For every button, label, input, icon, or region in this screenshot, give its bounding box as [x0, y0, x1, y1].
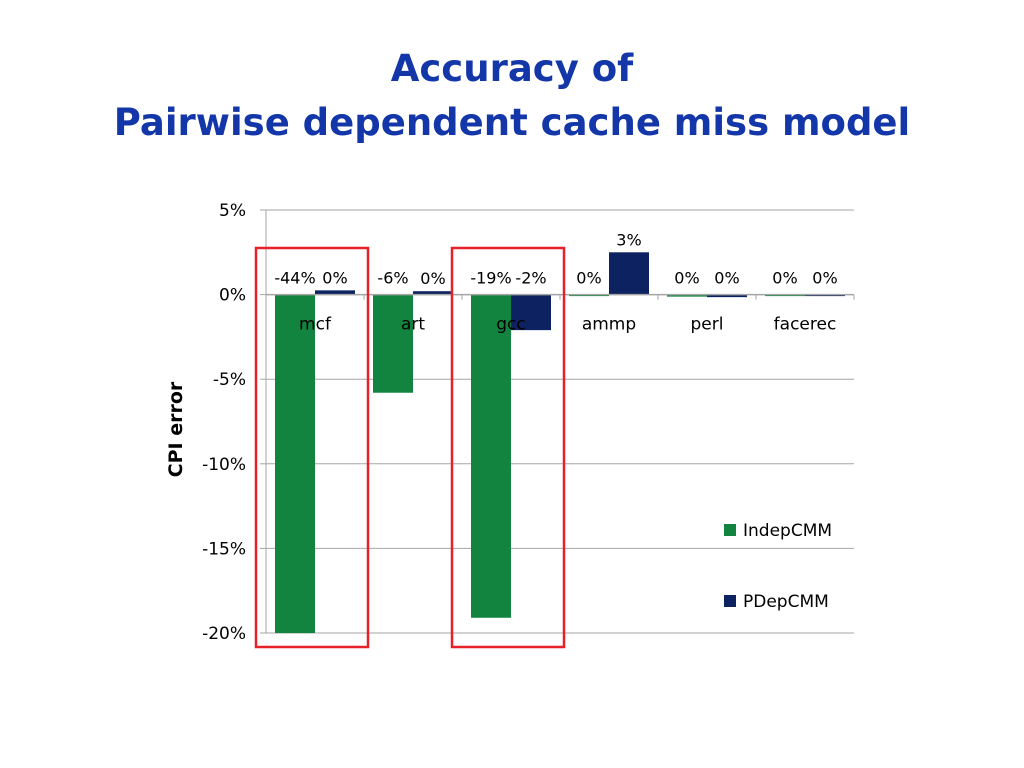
category-label-ammp: ammp	[582, 315, 636, 335]
data-label: 0%	[420, 269, 445, 288]
data-label: 0%	[322, 268, 347, 287]
highlight-box-mcf	[254, 246, 370, 649]
category-label-facerec: facerec	[774, 315, 837, 335]
y-tick-label: -5%	[213, 370, 246, 390]
bar-indepcmm-mcf	[275, 294, 315, 633]
data-label: 3%	[616, 230, 641, 249]
highlight-boxes	[254, 246, 566, 649]
data-label: 0%	[772, 269, 797, 288]
y-tick-label: -20%	[202, 624, 246, 644]
legend-swatch-pdepcmm	[724, 595, 736, 607]
y-axis-title: CPI error	[165, 381, 187, 477]
legend-label-pdepcmm: PDepCMM	[743, 592, 829, 612]
bar-indepcmm-gcc	[471, 294, 511, 618]
y-tick-label: -10%	[202, 455, 246, 475]
bar-pdepcmm-gcc	[511, 294, 551, 331]
y-tick-label: -15%	[202, 539, 246, 559]
bar-indepcmm-art	[373, 294, 413, 393]
legend-swatch-indepcmm	[724, 524, 736, 536]
y-tick-label: 5%	[219, 201, 246, 221]
bar-pdepcmm-art	[413, 291, 453, 295]
title-line-1: Accuracy of	[390, 47, 634, 90]
data-label: 0%	[674, 269, 699, 288]
bar-indepcmm-perl	[667, 294, 707, 297]
data-label: 0%	[714, 269, 739, 288]
data-label: 0%	[812, 269, 837, 288]
category-label-art: art	[401, 315, 425, 335]
bar-pdepcmm-mcf	[315, 290, 355, 295]
legend-label-indepcmm: IndepCMM	[743, 521, 832, 541]
category-label-gcc: gcc	[496, 315, 525, 335]
data-label: -2%	[515, 269, 546, 288]
bars	[275, 252, 845, 633]
legend: IndepCMM PDepCMM	[724, 521, 832, 612]
category-label-mcf: mcf	[299, 315, 332, 335]
data-label: -19%	[470, 269, 511, 288]
data-label: -44%	[274, 269, 315, 288]
labels: 5% 0% -5% -10% -15% -20% -44% 0% mcf -6% 0% art -19%…	[165, 201, 838, 644]
highlight-box-gcc	[450, 246, 566, 649]
bar-pdepcmm-ammp	[609, 252, 649, 295]
bar-pdepcmm-perl	[707, 294, 747, 298]
data-label: -6%	[377, 269, 408, 288]
slide-title: Accuracy of Pairwise dependent cache mis…	[0, 42, 1024, 150]
category-label-perl: perl	[691, 315, 724, 335]
data-label: 0%	[576, 269, 601, 288]
axes	[260, 209, 855, 634]
title-line-2: Pairwise dependent cache miss model	[113, 101, 911, 144]
y-tick-label: 0%	[219, 286, 246, 306]
gridlines	[266, 209, 854, 634]
